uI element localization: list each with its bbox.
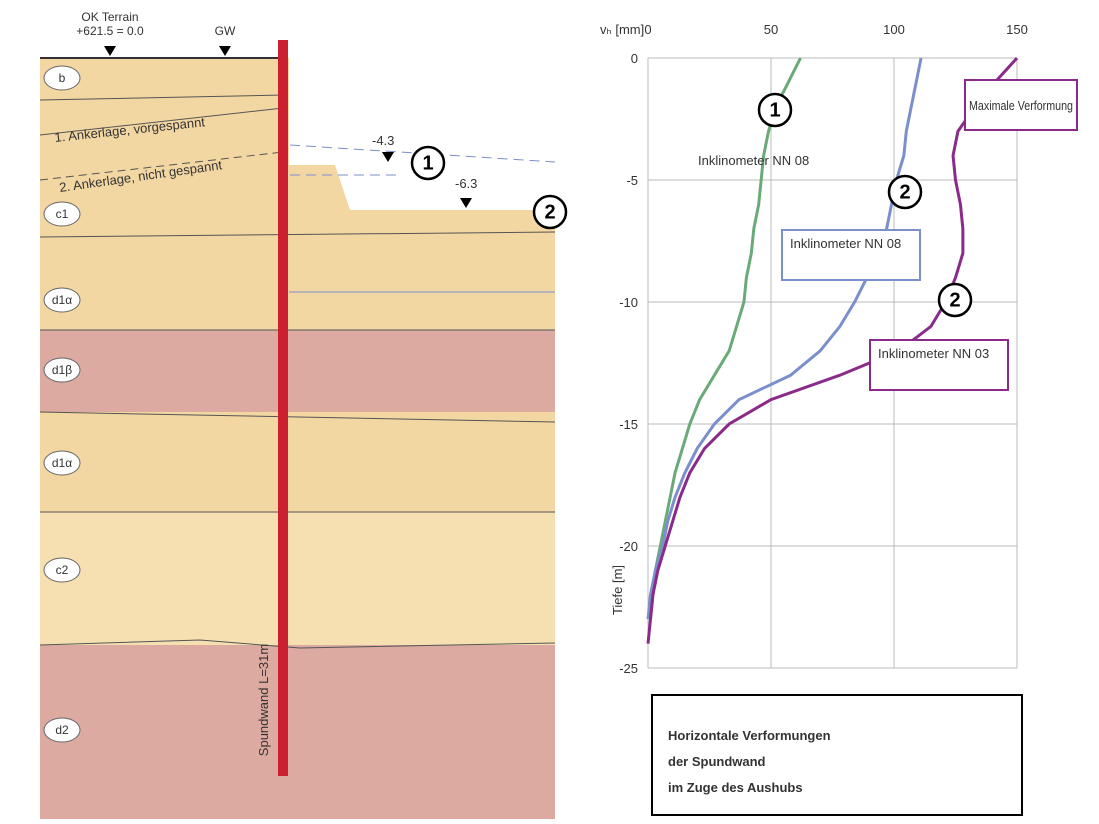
layer-label: c1 (56, 207, 69, 221)
groundwater-label: GW (215, 24, 236, 38)
y-tick-label: -15 (619, 417, 638, 432)
stage-number: 2 (949, 289, 960, 311)
layer-label: d1β (52, 363, 72, 377)
excavation (289, 0, 560, 232)
note-line: der Spundwand (668, 754, 766, 769)
annotation-box (964, 79, 1078, 131)
layer-label: b (59, 71, 66, 85)
stage-number: 2 (899, 181, 910, 203)
stage-marker (887, 174, 923, 210)
x-tick-label: 100 (883, 22, 905, 37)
x-tick-label: 0 (644, 22, 651, 37)
level-label: -6.3 (455, 176, 477, 191)
layer (40, 512, 555, 645)
y-tick-label: -10 (619, 295, 638, 310)
annotation: Maximale Verformung (969, 98, 1073, 113)
layer (40, 330, 555, 412)
x-tick-label: 150 (1006, 22, 1028, 37)
legend-label: Inklinometer NN 08 (790, 236, 901, 251)
stage-marker (532, 194, 568, 230)
y-tick-label: 0 (631, 51, 638, 66)
level-marker (219, 46, 231, 56)
series-line (646, 57, 923, 620)
chart: 0 50 100 150 0 -5 -10 -15 -20 -25 vₕ [mm] Tiefe [m]… (600, 22, 1078, 676)
terrain-label: OK Terrain (81, 10, 138, 24)
legend-box (869, 339, 1009, 391)
wall-label: Spundwand L=31m (256, 644, 271, 756)
stage-number: 1 (769, 99, 780, 121)
note-line: Horizontale Verformungen (668, 728, 831, 743)
x-axis-label: vₕ [mm] (600, 22, 644, 37)
y-tick-label: -25 (619, 661, 638, 676)
legend-box (781, 229, 921, 281)
layer (40, 412, 555, 512)
sheet-pile-wall (278, 40, 288, 776)
layer-label: c2 (56, 563, 69, 577)
y-tick-label: -5 (626, 173, 638, 188)
legend-label: Inklinometer NN 08 (698, 153, 809, 168)
level-marker (382, 152, 394, 162)
note-line: im Zuge des Aushubs (668, 780, 803, 795)
sky (40, 0, 290, 58)
legend-label: Inklinometer NN 03 (878, 346, 989, 361)
layer-label: d1α (52, 456, 72, 470)
y-tick-label: -20 (619, 539, 638, 554)
level-label: -4.3 (372, 133, 394, 148)
x-tick-label: 50 (764, 22, 778, 37)
stage-number: 1 (422, 152, 433, 174)
layer-labels: b c1 d1α d1β d1α c2 d2 (43, 65, 81, 743)
stage-marker (410, 145, 446, 181)
y-axis-label: Tiefe [m] (610, 565, 625, 615)
note-box (651, 694, 1023, 816)
level-marker (104, 46, 116, 56)
terrain-level: +621.5 = 0.0 (76, 24, 144, 38)
layer-label: d1α (52, 293, 72, 307)
series-line (648, 57, 802, 620)
stage-marker (937, 282, 973, 318)
stage-number: 2 (544, 201, 555, 223)
level-marker (460, 198, 472, 208)
soil-profile: OK Terrain +621.5 = 0.0 GW 1. Ankerlage,… (39, 0, 568, 819)
layer (40, 645, 555, 819)
layer-label: d2 (55, 723, 69, 737)
stage-marker (757, 92, 793, 128)
